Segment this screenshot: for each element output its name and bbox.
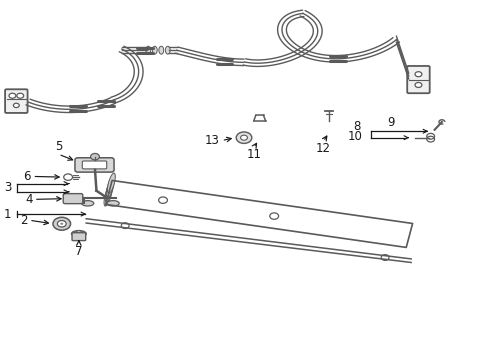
Text: 4: 4 bbox=[25, 193, 32, 206]
Circle shape bbox=[91, 153, 99, 160]
Circle shape bbox=[53, 217, 71, 230]
Circle shape bbox=[57, 221, 66, 227]
Circle shape bbox=[236, 132, 252, 143]
Ellipse shape bbox=[152, 46, 157, 54]
Ellipse shape bbox=[159, 46, 164, 54]
FancyBboxPatch shape bbox=[5, 89, 27, 113]
Circle shape bbox=[122, 223, 129, 229]
Circle shape bbox=[60, 223, 63, 225]
Ellipse shape bbox=[72, 230, 86, 237]
Ellipse shape bbox=[81, 201, 94, 206]
Text: 6: 6 bbox=[24, 170, 31, 183]
Ellipse shape bbox=[105, 181, 113, 202]
Ellipse shape bbox=[107, 201, 119, 206]
Text: 9: 9 bbox=[387, 116, 394, 129]
Circle shape bbox=[64, 174, 73, 180]
Text: 13: 13 bbox=[205, 134, 220, 147]
FancyBboxPatch shape bbox=[75, 158, 114, 172]
Circle shape bbox=[17, 93, 24, 98]
Circle shape bbox=[381, 255, 389, 260]
Text: 11: 11 bbox=[246, 148, 261, 161]
Circle shape bbox=[75, 231, 83, 237]
Ellipse shape bbox=[107, 173, 115, 193]
Circle shape bbox=[415, 82, 422, 87]
FancyBboxPatch shape bbox=[63, 194, 83, 204]
Text: 7: 7 bbox=[75, 245, 83, 258]
Text: 5: 5 bbox=[55, 140, 62, 153]
Text: 3: 3 bbox=[4, 181, 11, 194]
Ellipse shape bbox=[104, 186, 112, 206]
Text: 1: 1 bbox=[4, 208, 11, 221]
Ellipse shape bbox=[106, 177, 114, 198]
Circle shape bbox=[13, 103, 19, 108]
Circle shape bbox=[9, 93, 16, 98]
Text: 8: 8 bbox=[353, 121, 360, 134]
Ellipse shape bbox=[165, 46, 170, 54]
Ellipse shape bbox=[146, 46, 151, 54]
FancyBboxPatch shape bbox=[82, 161, 107, 169]
FancyBboxPatch shape bbox=[72, 233, 86, 240]
Text: 10: 10 bbox=[347, 130, 362, 144]
Circle shape bbox=[415, 72, 422, 77]
Text: 12: 12 bbox=[316, 142, 331, 156]
Text: 2: 2 bbox=[20, 214, 27, 227]
FancyBboxPatch shape bbox=[407, 66, 430, 93]
Circle shape bbox=[241, 135, 247, 140]
